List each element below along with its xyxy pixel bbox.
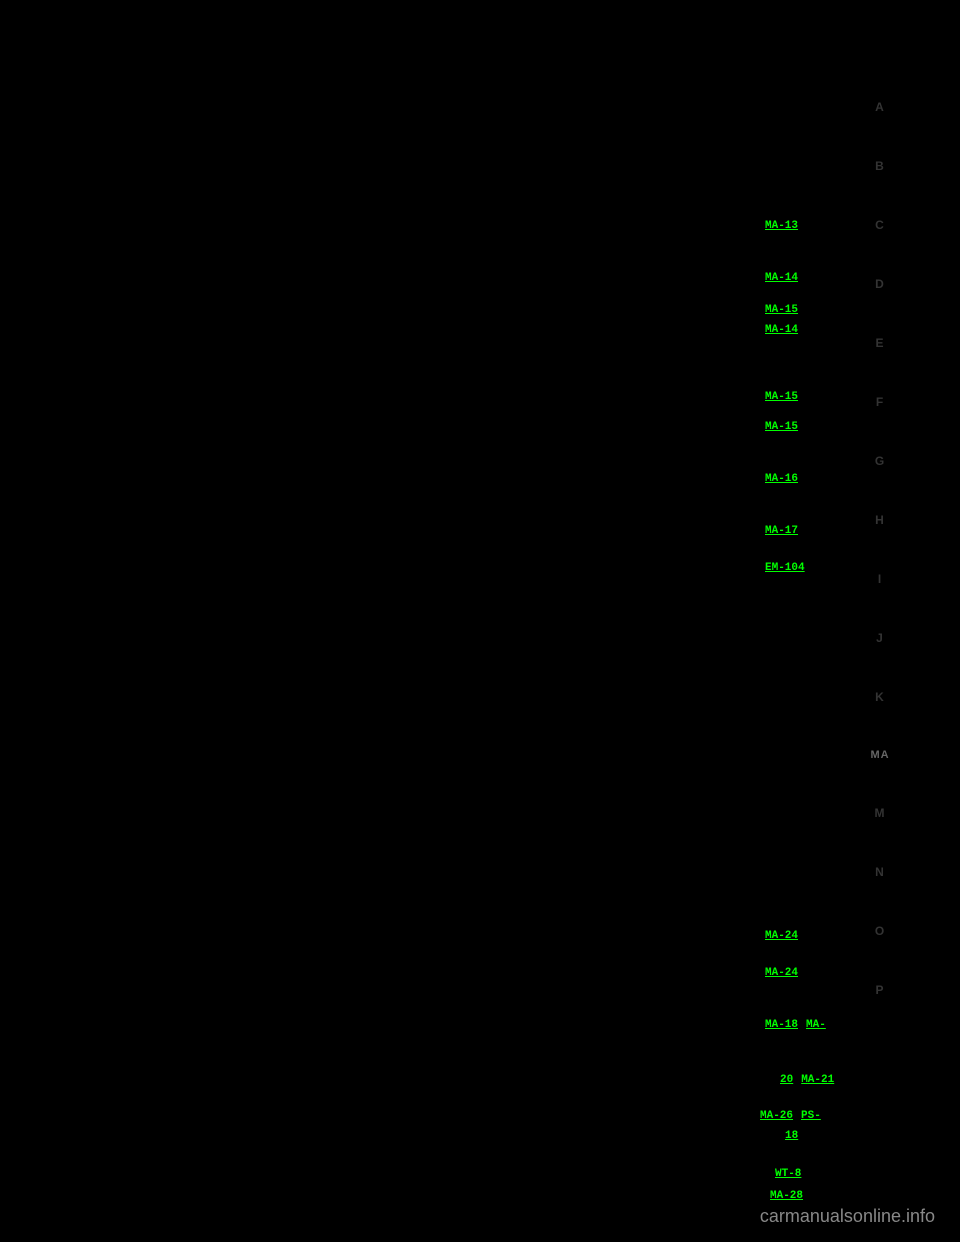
index-a[interactable]: A bbox=[875, 100, 885, 114]
watermark: carmanualsonline.info bbox=[760, 1206, 935, 1227]
link-20[interactable]: 20 bbox=[780, 1074, 793, 1101]
link-ma-14[interactable]: MA-14 bbox=[765, 272, 845, 284]
link-ma-14-b[interactable]: MA-14 bbox=[765, 324, 845, 336]
link-ma-24-b[interactable]: MA-24 bbox=[765, 967, 845, 979]
link-18[interactable]: 18 bbox=[785, 1130, 798, 1142]
side-index: A B C D E F G H I J K MA M N O P bbox=[860, 100, 900, 1042]
link-ma-13[interactable]: MA-13 bbox=[765, 220, 845, 232]
link-ma-15[interactable]: MA-15 bbox=[765, 304, 845, 316]
link-ma-28[interactable]: MA-28 bbox=[760, 1190, 860, 1202]
link-row-1: MA-18 MA- bbox=[765, 1019, 845, 1071]
link-group-3: MA-26 PS- 18 WT-8 MA-28 bbox=[760, 1110, 860, 1212]
index-ma[interactable]: MA bbox=[870, 749, 889, 761]
link-ma-24[interactable]: MA-24 bbox=[765, 930, 845, 942]
index-f[interactable]: F bbox=[876, 395, 884, 409]
content-area bbox=[0, 0, 860, 1242]
index-g[interactable]: G bbox=[875, 454, 885, 468]
index-e[interactable]: E bbox=[875, 336, 884, 350]
link-ma-17[interactable]: MA-17 bbox=[765, 525, 845, 537]
link-ma-15-c[interactable]: MA-15 bbox=[765, 421, 845, 433]
link-ma-21[interactable]: MA-21 bbox=[801, 1074, 834, 1086]
index-o[interactable]: O bbox=[875, 924, 885, 938]
index-p[interactable]: P bbox=[875, 983, 884, 997]
link-ma-15-b[interactable]: MA-15 bbox=[765, 391, 845, 403]
index-h[interactable]: H bbox=[875, 513, 885, 527]
index-i[interactable]: I bbox=[878, 572, 882, 586]
link-ma-26[interactable]: MA-26 bbox=[760, 1110, 793, 1122]
link-ma-16[interactable]: MA-16 bbox=[765, 473, 845, 485]
index-c[interactable]: C bbox=[875, 218, 885, 232]
link-group-1: MA-13 MA-14 MA-15 MA-14 MA-15 MA-15 MA-1… bbox=[765, 220, 845, 574]
index-d[interactable]: D bbox=[875, 277, 885, 291]
link-em-104[interactable]: EM-104 bbox=[765, 562, 845, 574]
index-b[interactable]: B bbox=[875, 159, 885, 173]
index-n[interactable]: N bbox=[875, 865, 885, 879]
index-k[interactable]: K bbox=[875, 690, 885, 704]
index-m[interactable]: M bbox=[875, 806, 886, 820]
link-ps-partial[interactable]: PS- bbox=[801, 1110, 821, 1122]
link-row-3: MA-26 PS- bbox=[760, 1110, 860, 1122]
link-indent: 18 bbox=[760, 1125, 860, 1143]
link-ma-18[interactable]: MA-18 bbox=[765, 1019, 798, 1046]
link-wt-8[interactable]: WT-8 bbox=[760, 1168, 860, 1180]
link-ma-partial[interactable]: MA- bbox=[806, 1019, 826, 1031]
index-j[interactable]: J bbox=[876, 631, 884, 645]
